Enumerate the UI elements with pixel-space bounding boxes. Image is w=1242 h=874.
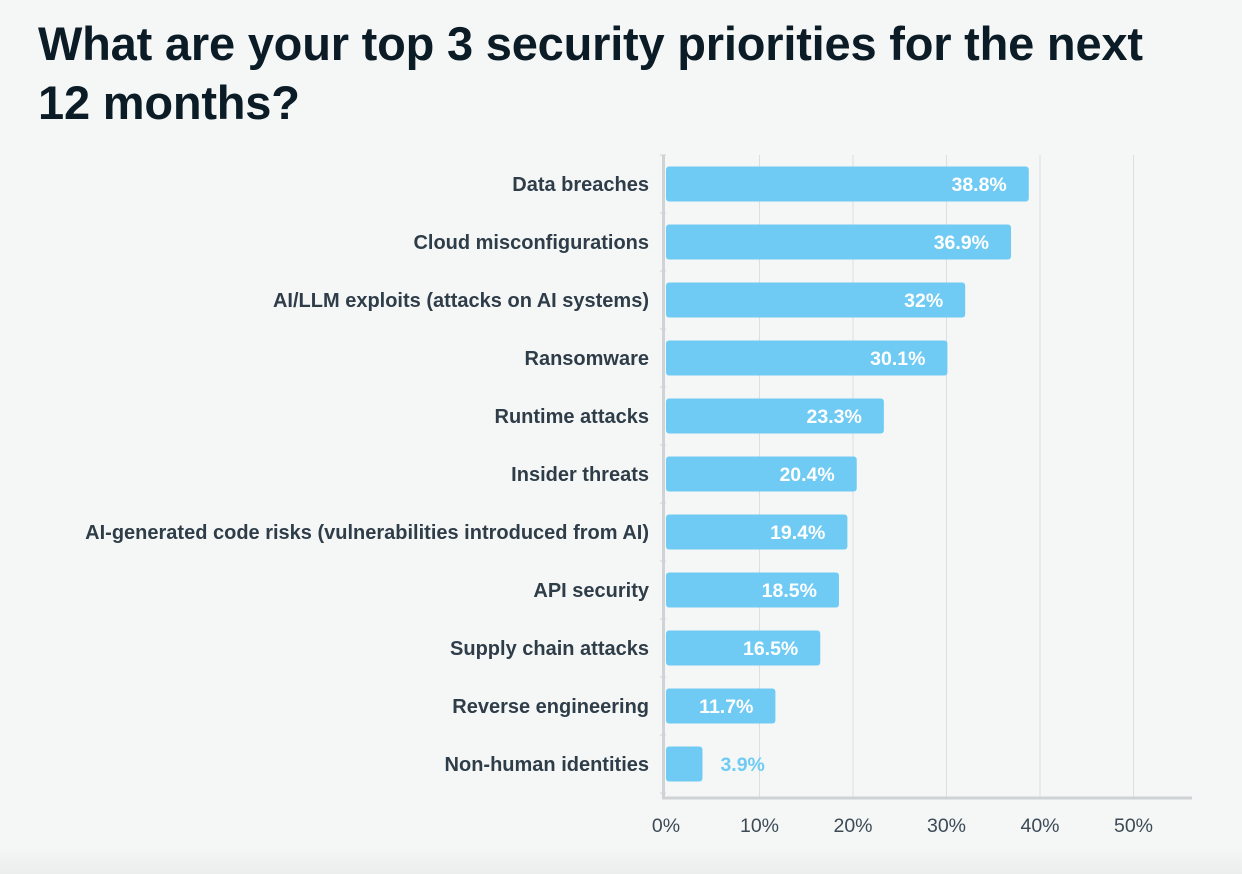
value-label: 23.3% bbox=[807, 406, 862, 428]
bar bbox=[666, 746, 703, 782]
bar bbox=[666, 166, 1029, 202]
category-label: AI-generated code risks (vulnerabilities… bbox=[85, 522, 649, 544]
bar bbox=[666, 630, 821, 666]
category-label: API security bbox=[533, 580, 649, 602]
value-label: 19.4% bbox=[770, 522, 825, 544]
value-label: 30.1% bbox=[870, 348, 925, 370]
x-tick-label: 0% bbox=[652, 815, 680, 837]
value-label: 38.8% bbox=[951, 174, 1006, 196]
category-label: Insider threats bbox=[511, 464, 649, 486]
category-label: Runtime attacks bbox=[495, 406, 650, 428]
bar bbox=[666, 572, 839, 608]
value-label: 3.9% bbox=[720, 754, 764, 776]
value-label: 32% bbox=[904, 290, 943, 312]
value-label: 18.5% bbox=[762, 580, 817, 602]
bar bbox=[666, 514, 848, 550]
value-label: 16.5% bbox=[743, 638, 798, 660]
category-label: AI/LLM exploits (attacks on AI systems) bbox=[273, 290, 649, 312]
category-label: Reverse engineering bbox=[452, 696, 649, 718]
x-tick-label: 50% bbox=[1114, 815, 1153, 837]
x-tick-label: 20% bbox=[833, 815, 872, 837]
x-tick-label: 40% bbox=[1020, 815, 1059, 837]
category-label: Non-human identities bbox=[445, 754, 649, 776]
bar bbox=[666, 340, 948, 376]
category-label: Ransomware bbox=[525, 348, 650, 370]
bar bbox=[666, 456, 857, 492]
category-label: Supply chain attacks bbox=[450, 638, 649, 660]
bar bbox=[666, 224, 1012, 260]
x-tick-label: 30% bbox=[927, 815, 966, 837]
page-title: What are your top 3 security priorities … bbox=[38, 17, 1143, 129]
category-label: Data breaches bbox=[512, 174, 649, 196]
value-label: 20.4% bbox=[779, 464, 834, 486]
bottom-strip bbox=[0, 846, 1242, 874]
value-label: 11.7% bbox=[699, 696, 753, 718]
bar bbox=[666, 282, 966, 318]
bar bbox=[666, 398, 884, 434]
category-label: Cloud misconfigurations bbox=[413, 232, 649, 254]
bar bbox=[666, 688, 776, 724]
x-tick-label: 10% bbox=[740, 815, 779, 837]
value-label: 36.9% bbox=[934, 232, 989, 254]
